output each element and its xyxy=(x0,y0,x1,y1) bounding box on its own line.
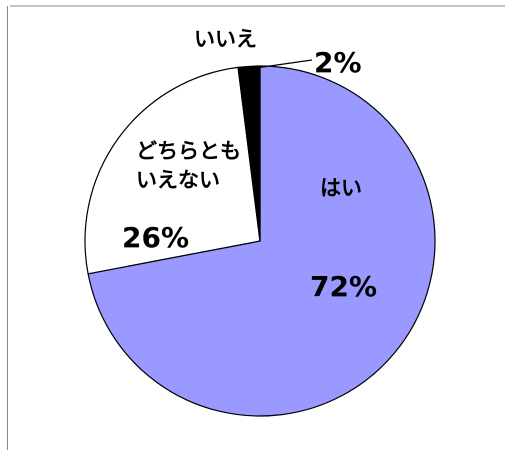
slice-value-neither: 26% xyxy=(122,221,189,254)
slice-value-yes: 72% xyxy=(310,270,377,303)
slice-label-neither-line1: どちらとも xyxy=(136,139,241,163)
slice-label-no: いいえ xyxy=(194,27,257,51)
pie-slices xyxy=(84,65,436,417)
slice-value-no: 2% xyxy=(314,46,362,79)
slice-label-neither-line2: いえない xyxy=(136,168,220,192)
pie-slice-no xyxy=(237,65,261,242)
slice-label-yes: はい xyxy=(320,176,362,200)
leader-line-no xyxy=(253,59,313,69)
pie-slice-neither xyxy=(84,66,261,275)
pie-slice-yes xyxy=(87,65,436,417)
